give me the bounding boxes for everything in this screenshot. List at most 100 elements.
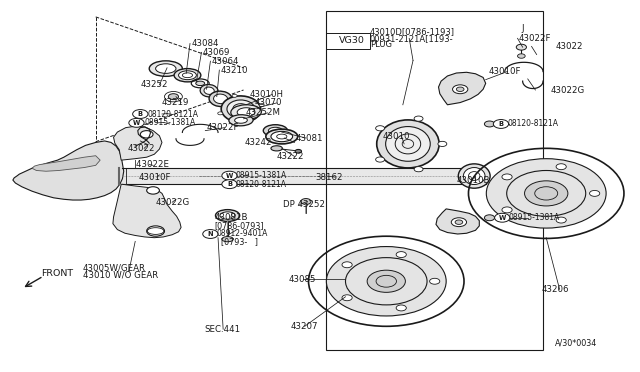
Circle shape: [484, 215, 495, 221]
Circle shape: [147, 187, 159, 194]
Circle shape: [429, 278, 440, 284]
Circle shape: [502, 174, 512, 180]
Polygon shape: [113, 126, 162, 160]
Ellipse shape: [196, 81, 205, 86]
Circle shape: [367, 270, 405, 292]
Text: 43005W/GEAR: 43005W/GEAR: [83, 263, 146, 272]
Text: 43022: 43022: [556, 42, 583, 51]
Circle shape: [342, 262, 352, 268]
Circle shape: [168, 94, 179, 100]
Circle shape: [414, 116, 423, 121]
Text: 43084: 43084: [191, 39, 219, 48]
Circle shape: [129, 118, 144, 127]
Text: 43022F: 43022F: [207, 123, 239, 132]
Text: 43222: 43222: [276, 152, 304, 161]
Ellipse shape: [377, 120, 439, 168]
Ellipse shape: [174, 68, 201, 82]
Text: 43069: 43069: [203, 48, 230, 57]
Ellipse shape: [266, 129, 298, 144]
Circle shape: [556, 164, 566, 170]
Polygon shape: [436, 209, 479, 234]
Ellipse shape: [149, 61, 182, 76]
Circle shape: [140, 131, 153, 138]
Text: B: B: [227, 181, 232, 187]
Text: B: B: [138, 111, 143, 117]
Ellipse shape: [268, 127, 282, 134]
Circle shape: [495, 213, 510, 222]
Ellipse shape: [156, 64, 176, 73]
Ellipse shape: [204, 87, 214, 94]
Circle shape: [342, 295, 352, 301]
Text: W: W: [226, 173, 233, 179]
Text: N: N: [207, 231, 213, 237]
Text: 43010B: 43010B: [456, 176, 490, 185]
Bar: [326, 168, 486, 184]
Text: 43242: 43242: [245, 138, 272, 147]
Text: 08120-8121A: 08120-8121A: [148, 109, 199, 119]
Text: 43085: 43085: [288, 275, 316, 283]
Circle shape: [502, 207, 512, 213]
Text: 43010: 43010: [383, 132, 410, 141]
Text: 43010 W/O GEAR: 43010 W/O GEAR: [83, 271, 158, 280]
Circle shape: [259, 103, 264, 106]
Text: 00931-2121A[1193-: 00931-2121A[1193-: [370, 34, 453, 43]
Circle shape: [232, 94, 237, 97]
Text: 43022F: 43022F: [519, 34, 551, 43]
Circle shape: [376, 157, 385, 162]
Ellipse shape: [221, 96, 260, 122]
Text: 43252M: 43252M: [246, 108, 280, 118]
Text: SEC.441: SEC.441: [204, 325, 240, 334]
Text: DP 43252: DP 43252: [283, 200, 325, 209]
Text: 43064: 43064: [212, 57, 239, 66]
Text: W: W: [133, 120, 140, 126]
Circle shape: [295, 150, 301, 153]
Text: 43207: 43207: [291, 322, 318, 331]
Text: 43010F: 43010F: [139, 173, 172, 182]
Circle shape: [438, 141, 447, 147]
Circle shape: [132, 110, 148, 118]
Bar: [326, 33, 370, 49]
Circle shape: [376, 126, 385, 131]
Circle shape: [486, 159, 606, 228]
Text: A/30*0034: A/30*0034: [554, 339, 596, 348]
Circle shape: [245, 121, 250, 124]
Text: [0786-0793]: [0786-0793]: [214, 221, 264, 230]
Ellipse shape: [463, 167, 485, 185]
Ellipse shape: [179, 71, 196, 80]
Circle shape: [589, 190, 600, 196]
Circle shape: [493, 119, 509, 128]
Text: 08120-8121A: 08120-8121A: [236, 180, 287, 189]
Circle shape: [484, 121, 495, 127]
Text: 43010F: 43010F: [488, 67, 521, 76]
Text: W: W: [499, 215, 506, 221]
Circle shape: [326, 247, 446, 316]
Ellipse shape: [200, 84, 218, 97]
Text: VG30: VG30: [339, 36, 365, 45]
Text: 43252: 43252: [140, 80, 168, 89]
Ellipse shape: [271, 146, 282, 151]
Text: 08915-1381A: 08915-1381A: [509, 213, 560, 222]
Ellipse shape: [222, 237, 234, 242]
Ellipse shape: [235, 117, 247, 123]
Ellipse shape: [216, 210, 240, 221]
Text: 08915-1381A: 08915-1381A: [236, 171, 287, 180]
Circle shape: [518, 54, 525, 58]
Ellipse shape: [263, 125, 287, 137]
Circle shape: [222, 180, 237, 189]
Bar: [326, 11, 543, 350]
Circle shape: [516, 44, 527, 50]
Text: 43081: 43081: [296, 134, 323, 142]
Text: FRONT: FRONT: [41, 269, 73, 278]
Text: |43022E: |43022E: [134, 160, 170, 169]
Ellipse shape: [229, 115, 253, 126]
Text: 08120-8121A: 08120-8121A: [508, 119, 558, 128]
Circle shape: [147, 226, 164, 236]
Circle shape: [396, 251, 406, 257]
Text: 43210: 43210: [221, 65, 248, 74]
Text: 43206: 43206: [541, 285, 569, 294]
Text: 43022: 43022: [127, 144, 155, 153]
Text: 38162: 38162: [315, 173, 342, 182]
Circle shape: [455, 220, 463, 224]
Ellipse shape: [220, 212, 236, 219]
Circle shape: [218, 112, 223, 115]
